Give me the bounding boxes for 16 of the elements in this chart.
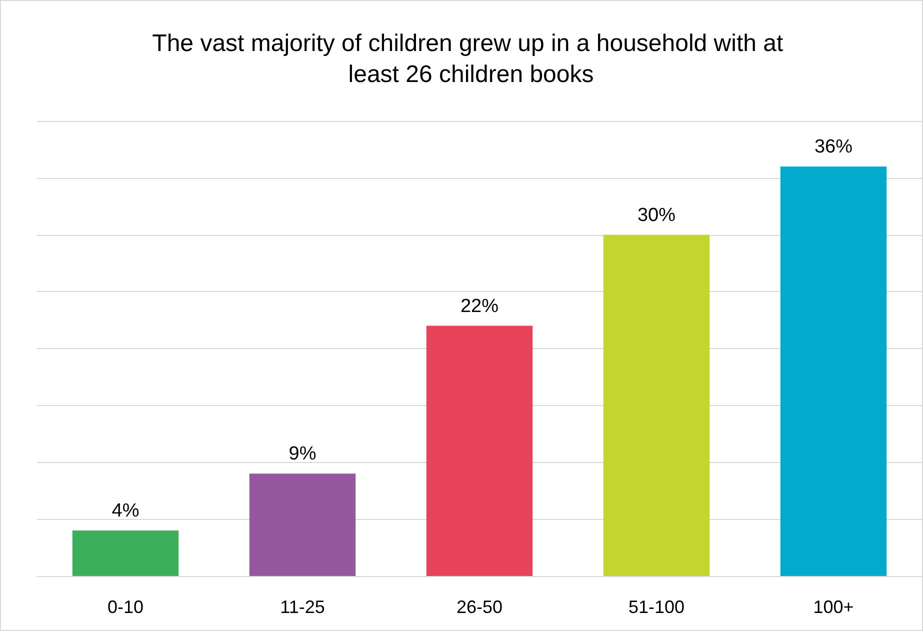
data-label: 30%: [637, 204, 676, 226]
data-label: 4%: [112, 500, 140, 522]
chart-title: The vast majority of children grew up in a household with at least 26 children books: [152, 30, 790, 88]
x-tick-label: 26-50: [456, 597, 503, 617]
bar: [603, 234, 710, 576]
x-tick-label: 11-25: [280, 597, 325, 617]
data-label: 36%: [814, 136, 853, 158]
bar: [780, 166, 887, 576]
x-tick-label: 51-100: [628, 597, 685, 617]
x-tick-label: 100+: [813, 597, 854, 617]
data-label: 9%: [288, 444, 316, 465]
x-tick-label: 0-10: [107, 597, 144, 617]
bar: [249, 474, 356, 576]
data-label: 22%: [460, 296, 499, 317]
bar: [72, 530, 179, 576]
bar: [426, 326, 533, 576]
